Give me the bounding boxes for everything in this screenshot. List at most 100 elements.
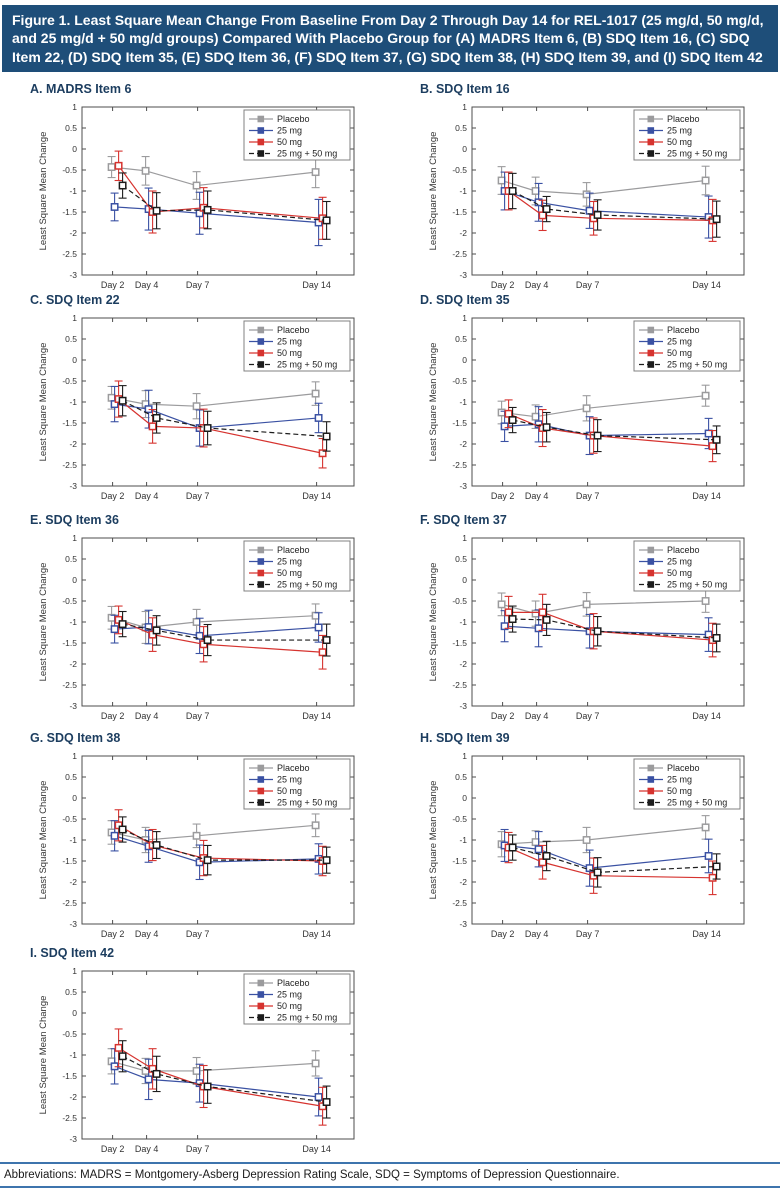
svg-text:-2: -2 [69,439,77,449]
svg-text:Least Square Mean Change: Least Square Mean Change [38,996,49,1115]
panel-f: F. SDQ Item 37 1 0.5 0 -0.5 -1 -1.5 -2 -2.5 -3 Da… [412,513,780,726]
svg-text:25 mg: 25 mg [667,775,692,785]
svg-text:-3: -3 [69,919,77,929]
svg-text:Least Square Mean Change: Least Square Mean Change [428,343,439,462]
svg-text:-2.5: -2.5 [62,460,77,470]
panel-i-chart: 1 0.5 0 -0.5 -1 -1.5 -2 -2.5 -3 Day 2 Day 4 Day 7 Da… [38,966,355,1154]
svg-text:1: 1 [462,313,467,323]
svg-text:-3: -3 [459,270,467,280]
svg-text:0.5: 0.5 [455,123,467,133]
svg-text:Least Square Mean Change: Least Square Mean Change [38,563,49,682]
svg-text:-1.5: -1.5 [62,1071,77,1081]
svg-text:-0.5: -0.5 [452,814,467,824]
svg-text:Day 14: Day 14 [302,280,331,290]
svg-text:-2.5: -2.5 [452,898,467,908]
svg-text:Day 2: Day 2 [101,1144,125,1154]
svg-text:50 mg: 50 mg [667,568,692,578]
svg-text:1: 1 [462,533,467,543]
panel-d-chart: 1 0.5 0 -0.5 -1 -1.5 -2 -2.5 -3 Day 2 Day 4 Day 7 Da… [428,313,745,501]
svg-text:-3: -3 [459,919,467,929]
svg-text:Day 14: Day 14 [692,929,721,939]
svg-text:-2.5: -2.5 [452,249,467,259]
svg-text:Day 2: Day 2 [101,491,125,501]
panel-c: C. SDQ Item 22 1 0.5 0 -0.5 -1 -1.5 -2 -2.5 -3 Da… [22,293,394,506]
svg-text:0: 0 [72,575,77,585]
svg-text:Least Square Mean Change: Least Square Mean Change [428,563,439,682]
svg-text:0.5: 0.5 [65,334,77,344]
svg-text:Day 2: Day 2 [101,711,125,721]
svg-text:0: 0 [72,793,77,803]
svg-text:50 mg: 50 mg [667,137,692,147]
svg-text:Placebo: Placebo [277,545,310,555]
svg-text:Day 2: Day 2 [491,491,515,501]
svg-text:-2.5: -2.5 [452,680,467,690]
svg-text:0: 0 [462,355,467,365]
svg-text:25 mg + 50 mg: 25 mg + 50 mg [667,798,727,808]
svg-text:Day 4: Day 4 [525,929,549,939]
panel-b-chart: 1 0.5 0 -0.5 -1 -1.5 -2 -2.5 -3 Day 2 Day 4 Day 7 Da… [428,102,745,290]
svg-text:-1.5: -1.5 [62,638,77,648]
svg-text:Day 7: Day 7 [186,280,210,290]
svg-text:Day 14: Day 14 [302,1144,331,1154]
svg-text:-2.5: -2.5 [452,460,467,470]
svg-text:-0.5: -0.5 [452,165,467,175]
svg-text:Day 2: Day 2 [491,280,515,290]
panel-i-title: I. SDQ Item 42 [30,946,115,960]
panel-d: D. SDQ Item 35 1 0.5 0 -0.5 -1 -1.5 -2 -2.5 -3 Da… [412,293,780,506]
svg-text:25 mg: 25 mg [667,126,692,136]
svg-text:1: 1 [72,102,77,112]
svg-text:-1.5: -1.5 [62,856,77,866]
svg-text:1: 1 [462,751,467,761]
svg-text:Day 14: Day 14 [302,929,331,939]
svg-text:50 mg: 50 mg [277,137,302,147]
figure-title: Figure 1. Least Square Mean Change From … [12,12,764,65]
svg-text:0.5: 0.5 [455,772,467,782]
svg-text:25 mg + 50 mg: 25 mg + 50 mg [277,360,337,370]
svg-text:1: 1 [72,966,77,976]
svg-text:1: 1 [72,751,77,761]
panel-h: H. SDQ Item 39 1 0.5 0 -0.5 -1 -1.5 -2 -2.5 -3 Da… [412,731,780,944]
svg-text:Day 4: Day 4 [525,491,549,501]
svg-text:0: 0 [462,575,467,585]
panel-f-title: F. SDQ Item 37 [420,513,507,527]
panel-h-title: H. SDQ Item 39 [420,731,510,745]
svg-text:0.5: 0.5 [65,987,77,997]
svg-text:0.5: 0.5 [65,772,77,782]
svg-text:-0.5: -0.5 [452,376,467,386]
svg-text:Placebo: Placebo [667,545,700,555]
svg-text:25 mg: 25 mg [277,126,302,136]
svg-text:Day 7: Day 7 [576,711,600,721]
svg-text:Day 14: Day 14 [692,491,721,501]
svg-text:-1.5: -1.5 [62,418,77,428]
svg-text:-2: -2 [459,228,467,238]
svg-text:50 mg: 50 mg [277,568,302,578]
svg-text:Day 7: Day 7 [186,1144,210,1154]
svg-text:-0.5: -0.5 [62,376,77,386]
svg-text:Day 7: Day 7 [576,280,600,290]
figure-title-bar: Figure 1. Least Square Mean Change From … [2,5,778,73]
panel-c-chart: 1 0.5 0 -0.5 -1 -1.5 -2 -2.5 -3 Day 2 Day 4 Day 7 Da… [38,313,355,501]
svg-text:25 mg: 25 mg [667,337,692,347]
svg-text:Placebo: Placebo [277,114,310,124]
svg-text:-1: -1 [69,835,77,845]
svg-text:50 mg: 50 mg [277,1001,302,1011]
svg-text:Day 2: Day 2 [101,280,125,290]
svg-text:Placebo: Placebo [277,763,310,773]
svg-text:Day 7: Day 7 [186,711,210,721]
svg-text:Day 2: Day 2 [491,929,515,939]
svg-text:-3: -3 [459,701,467,711]
svg-text:Day 2: Day 2 [101,929,125,939]
abbreviations-text: Abbreviations: MADRS = Montgomery-Asberg… [4,1169,620,1181]
svg-text:Least Square Mean Change: Least Square Mean Change [38,343,49,462]
svg-text:-2: -2 [69,228,77,238]
svg-text:-1: -1 [69,397,77,407]
svg-text:Day 2: Day 2 [491,711,515,721]
svg-text:Placebo: Placebo [667,114,700,124]
svg-text:0: 0 [462,793,467,803]
svg-text:-2: -2 [459,439,467,449]
svg-text:-2.5: -2.5 [62,680,77,690]
svg-text:Day 4: Day 4 [135,929,159,939]
svg-text:50 mg: 50 mg [667,786,692,796]
svg-text:25 mg + 50 mg: 25 mg + 50 mg [667,360,727,370]
